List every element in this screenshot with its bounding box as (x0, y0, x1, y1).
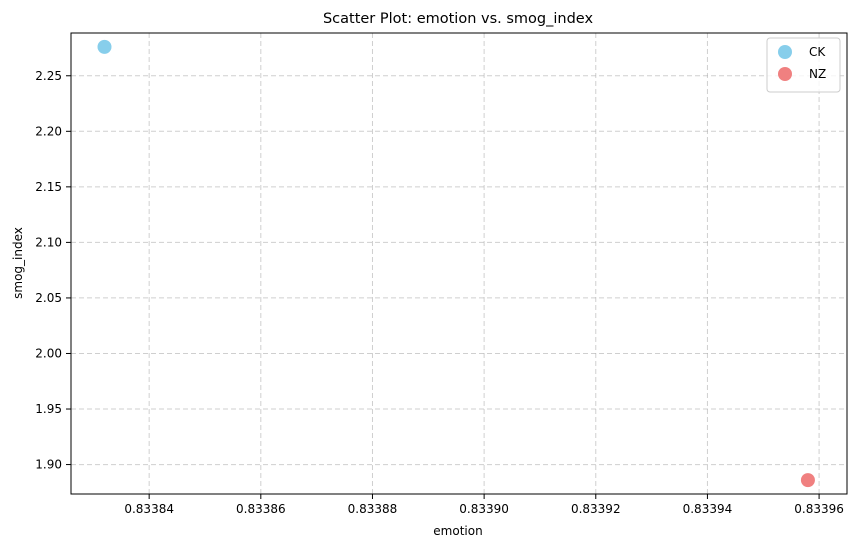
y-tick-label: 1.95 (35, 402, 62, 416)
x-tick-label: 0.83392 (571, 502, 621, 516)
y-tick-label: 2.15 (35, 180, 62, 194)
legend: CK NZ (766, 37, 841, 93)
plot-frame (70, 32, 848, 495)
y-axis-ticks: 1.90 1.95 2.00 2.05 2.10 2.15 2.20 2.25 (35, 69, 71, 472)
y-tick-label: 2.20 (35, 124, 62, 138)
y-axis-label: smog_index (11, 227, 25, 299)
data-point-ck (97, 39, 112, 54)
x-tick-label: 0.83390 (459, 502, 509, 516)
x-tick-label: 0.83384 (124, 502, 174, 516)
grid-lines (71, 33, 847, 494)
y-tick-label: 2.25 (35, 69, 62, 83)
legend-label-nz: NZ (809, 67, 826, 81)
legend-label-ck: CK (809, 45, 826, 59)
x-tick-label: 0.83386 (236, 502, 286, 516)
x-axis-label: emotion (433, 524, 482, 538)
data-points (97, 39, 815, 488)
legend-marker-nz (778, 67, 792, 81)
y-tick-label: 2.10 (35, 235, 62, 249)
y-tick-label: 2.00 (35, 346, 62, 360)
x-tick-label: 0.83388 (348, 502, 398, 516)
x-axis-ticks: 0.83384 0.83386 0.83388 0.83390 0.83392 0.833… (124, 494, 844, 516)
chart-title: Scatter Plot: emotion vs. smog_index (323, 11, 593, 27)
y-tick-label: 1.90 (35, 458, 62, 472)
x-tick-label: 0.83394 (683, 502, 733, 516)
x-tick-label: 0.83396 (794, 502, 844, 516)
legend-marker-ck (778, 45, 792, 59)
data-point-nz (800, 473, 815, 488)
legend-box (766, 37, 841, 93)
y-tick-label: 2.05 (35, 291, 62, 305)
